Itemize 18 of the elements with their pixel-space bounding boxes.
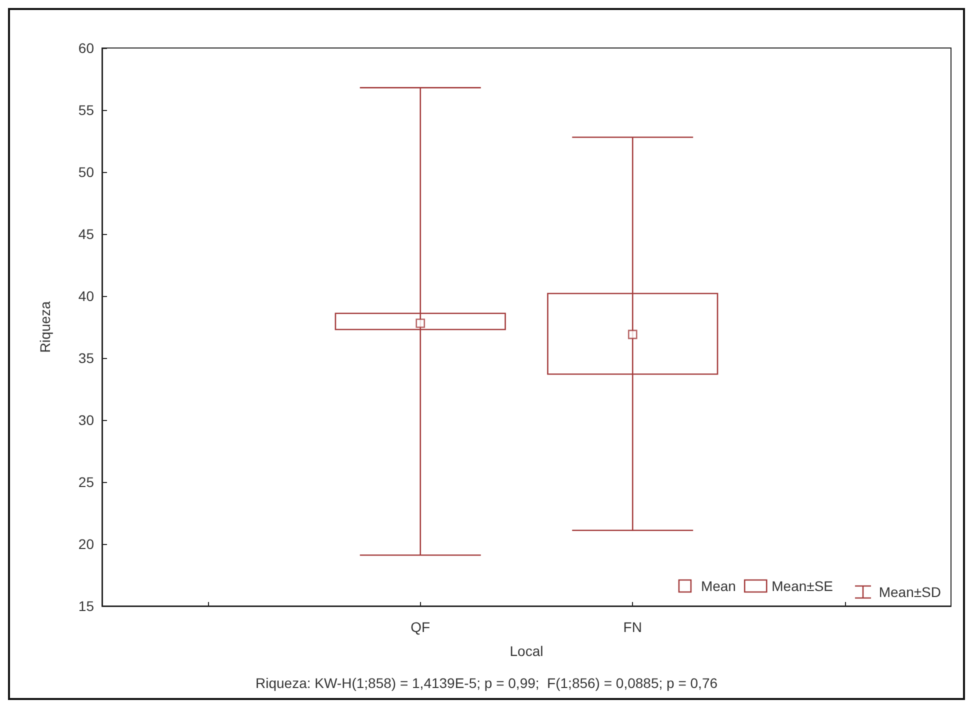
y-axis-title: Riqueza [37, 301, 53, 353]
legend-label: Mean±SE [772, 578, 834, 594]
y-tick-label: 50 [78, 164, 94, 180]
y-tick-label: 30 [78, 412, 94, 428]
x-tick-label: FN [623, 619, 642, 635]
y-tick-label: 15 [78, 598, 94, 614]
annotation: Mean±SD [878, 584, 941, 600]
y-tick-label: 45 [78, 226, 94, 242]
y-tick-label: 20 [78, 536, 94, 552]
legend-label: Mean [700, 578, 736, 594]
y-tick-label: 55 [78, 102, 94, 118]
text: Riqueza: KW-H(1;858) = 1,4139E-5; p = 0,99; F(1;856) = 0,0885; p = 0,76 [255, 675, 718, 691]
y-tick-label: 40 [78, 288, 94, 304]
x-tick-label: QF [410, 619, 430, 635]
y-tick-label: 35 [78, 350, 94, 366]
y-tick-label: 60 [78, 40, 94, 56]
y-tick-label: 25 [78, 474, 94, 490]
x-axis-title: Local [510, 643, 544, 659]
